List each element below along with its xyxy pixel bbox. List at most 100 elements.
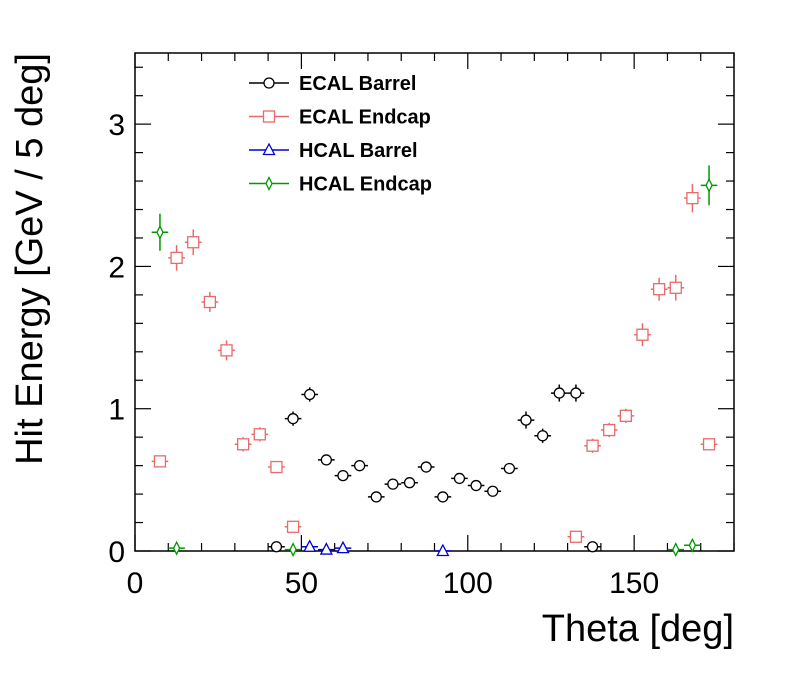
ecal-barrel-point <box>550 384 568 402</box>
hcal-barrel-point <box>334 540 352 554</box>
tick-labels: 0 50 100 150 0 1 2 3 <box>108 109 659 600</box>
ecal-barrel-point <box>534 428 551 443</box>
legend-marker <box>262 110 276 123</box>
hcal-endcap-point <box>667 542 685 558</box>
ecal-endcap-point <box>650 277 668 301</box>
ecal-barrel-point <box>401 477 418 489</box>
ecal-barrel-point <box>501 462 518 475</box>
ecal-barrel-point <box>284 411 302 426</box>
ecal-barrel-marker <box>537 430 549 442</box>
y-axis-title: Hit Energy [GeV / 5 deg] <box>9 53 51 465</box>
ecal-barrel-marker <box>337 469 349 482</box>
ecal-endcap-marker <box>686 191 699 205</box>
ecal-endcap-marker <box>153 455 167 468</box>
hcal-endcap-marker <box>172 540 181 556</box>
ecal-endcap-point <box>201 292 219 312</box>
hcal-barrel-marker <box>336 540 350 554</box>
hcal-barrel-point <box>318 542 335 555</box>
ecal-endcap-point <box>600 422 618 438</box>
ecal-endcap-marker <box>636 328 649 341</box>
hcal-barrel-point <box>434 543 452 557</box>
hcal-endcap-point <box>168 540 185 556</box>
ecal-barrel-point <box>351 459 368 472</box>
ecal-endcap-point <box>184 229 202 256</box>
legend-marker <box>265 176 273 191</box>
legend-label: ECAL Endcap <box>299 107 431 129</box>
hcal-endcap-marker <box>688 537 697 553</box>
y-tick-label: 0 <box>108 536 125 569</box>
ecal-endcap-marker <box>586 439 599 452</box>
legend: ECAL Barrel ECAL Endcap HCAL Barrel HCAL En… <box>249 73 432 196</box>
data-points <box>151 165 718 558</box>
ecal-barrel-point <box>334 469 352 482</box>
ecal-barrel-point <box>384 478 402 490</box>
x-tick-label: 100 <box>443 567 493 600</box>
ecal-barrel-marker <box>503 462 516 475</box>
x-tick-label: 150 <box>609 567 659 600</box>
ecal-endcap-point <box>218 340 235 361</box>
ecal-endcap-marker <box>270 460 283 474</box>
ecal-endcap-point <box>617 408 635 423</box>
axis-ticks <box>134 53 735 552</box>
ecal-endcap-marker <box>220 344 233 357</box>
ecal-endcap-point <box>567 530 585 543</box>
ecal-barrel-point <box>268 541 285 553</box>
ecal-endcap-marker <box>187 236 200 249</box>
ecal-endcap-point <box>234 437 252 452</box>
ecal-barrel-point <box>301 387 319 402</box>
y-tick-label: 1 <box>108 394 125 427</box>
hcal-endcap-marker <box>156 224 164 240</box>
x-tick-label: 0 <box>127 567 144 600</box>
hcal-endcap-point <box>284 542 302 558</box>
ecal-barrel-marker <box>353 459 366 472</box>
plot-frame <box>134 52 735 552</box>
ecal-barrel-point <box>567 384 585 402</box>
ecal-barrel-marker <box>553 387 565 399</box>
legend-label: ECAL Barrel <box>299 73 416 95</box>
hcal-barrel-point <box>301 539 319 552</box>
legend-entry-hcal-barrel: HCAL Barrel <box>249 140 418 162</box>
ecal-barrel-marker <box>437 491 449 503</box>
hcal-endcap-point <box>700 165 718 206</box>
hcal-endcap-point <box>684 537 701 553</box>
hcal-barrel-marker <box>303 539 317 552</box>
ecal-barrel-marker <box>420 461 432 473</box>
ecal-barrel-marker <box>287 413 299 425</box>
ecal-endcap-marker <box>253 428 266 441</box>
ecal-endcap-point <box>684 183 701 213</box>
ecal-barrel-marker <box>320 454 332 466</box>
ecal-barrel-point <box>367 491 385 503</box>
ecal-endcap-point <box>667 274 685 301</box>
ecal-barrel-point <box>417 461 435 473</box>
ecal-endcap-marker <box>652 283 666 296</box>
ecal-barrel-marker <box>487 485 499 497</box>
ecal-endcap-marker <box>669 281 682 294</box>
legend-marker <box>263 77 275 89</box>
ecal-endcap-point <box>168 245 185 271</box>
hcal-barrel-marker <box>319 542 333 555</box>
ecal-endcap-point <box>251 427 269 442</box>
x-tick-label: 50 <box>285 567 318 600</box>
hcal-endcap-point <box>151 213 169 251</box>
y-tick-label: 3 <box>108 109 125 142</box>
ecal-endcap-marker <box>237 438 250 451</box>
ecal-barrel-marker <box>403 477 416 489</box>
ecal-barrel-marker <box>453 472 466 485</box>
ecal-barrel-point <box>517 411 535 429</box>
ecal-barrel-point <box>484 485 502 497</box>
legend-marker <box>262 142 276 156</box>
ecal-barrel-point <box>434 491 452 503</box>
ecal-endcap-point <box>268 460 285 474</box>
ecal-endcap-marker <box>569 530 583 543</box>
ecal-endcap-point <box>584 438 601 453</box>
legend-entry-hcal-endcap: HCAL Endcap <box>249 174 432 196</box>
ecal-endcap-point <box>151 455 169 468</box>
hcal-endcap-marker <box>705 177 713 193</box>
ecal-endcap-marker <box>170 251 183 265</box>
ecal-barrel-marker <box>387 478 399 490</box>
ecal-endcap-point <box>700 438 718 451</box>
hcal-endcap-marker <box>672 542 680 558</box>
ecal-barrel-marker <box>270 541 283 553</box>
ecal-endcap-marker <box>702 438 716 451</box>
